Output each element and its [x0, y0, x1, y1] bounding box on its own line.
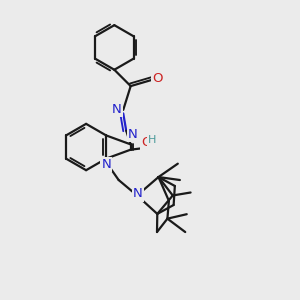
Text: O: O [141, 136, 151, 149]
Text: H: H [148, 135, 157, 145]
Text: O: O [152, 72, 163, 85]
Text: N: N [133, 188, 143, 200]
Text: N: N [112, 103, 122, 116]
Text: N: N [101, 158, 111, 171]
Text: N: N [128, 128, 138, 141]
